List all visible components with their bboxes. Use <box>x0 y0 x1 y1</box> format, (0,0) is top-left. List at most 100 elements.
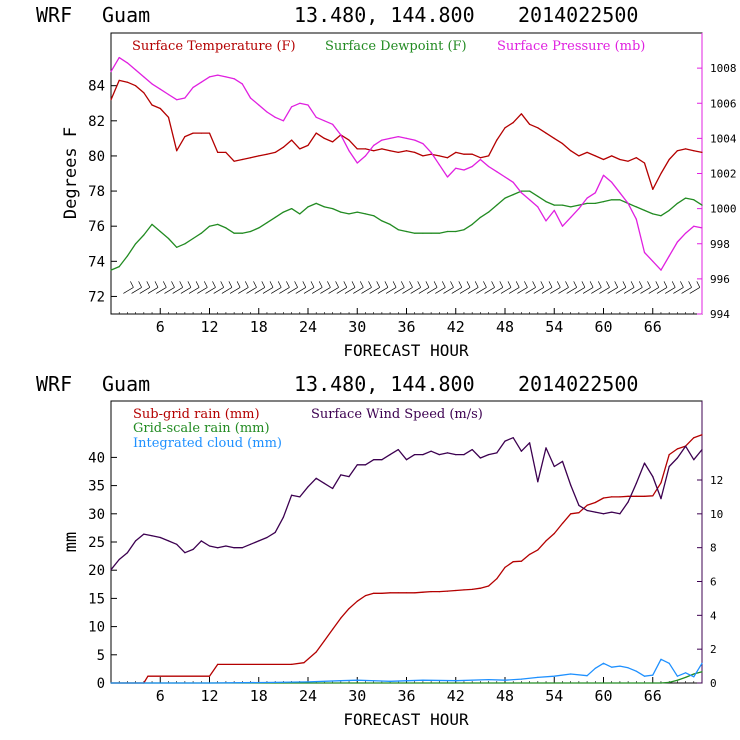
y-axis-ticks: 72 74 76 78 80 82 84 <box>88 79 117 305</box>
data-point-temperature <box>315 132 317 134</box>
data-point-pressure <box>389 137 391 139</box>
x-axis-ticks-2: 6 12 18 24 30 36 42 48 54 60 66 <box>118 677 695 705</box>
data-point-dewpoint <box>693 199 695 201</box>
data-point-pressure <box>184 97 186 99</box>
data-point-temperature <box>545 132 547 134</box>
data-point-subgrid-rain <box>471 588 473 591</box>
data-point-subgrid-rain <box>455 589 457 592</box>
wind-barb <box>656 281 668 294</box>
data-point-wind <box>529 442 531 444</box>
y-tick-label: 40 <box>88 450 105 466</box>
data-point-pressure <box>266 111 268 113</box>
data-point-wind <box>159 536 161 539</box>
data-point-temperature <box>143 92 145 94</box>
data-point-pressure <box>258 104 260 106</box>
data-point-dewpoint <box>323 206 325 208</box>
wind-barbs <box>123 281 701 294</box>
y-tick-label: 80 <box>88 149 105 165</box>
data-point-dewpoint <box>668 209 670 211</box>
data-point-dewpoint <box>217 223 219 225</box>
data-point-temperature <box>249 157 252 159</box>
data-point-dewpoint <box>611 199 613 201</box>
data-point-wind <box>430 450 432 452</box>
data-point-temperature <box>602 158 605 161</box>
wind-barb <box>443 281 454 294</box>
data-point-temperature <box>455 151 457 153</box>
data-point-cloud <box>586 675 588 677</box>
y2-tick-label: 1006 <box>710 97 737 110</box>
data-point-dewpoint <box>274 216 276 218</box>
data-point-temperature <box>348 139 350 141</box>
data-point-temperature <box>586 151 588 153</box>
legend-wind-speed: Surface Wind Speed (m/s) <box>311 407 483 422</box>
data-point-cloud <box>611 666 613 668</box>
legend-dewpoint: Surface Dewpoint (F) <box>325 39 467 54</box>
wind-barb <box>566 281 578 294</box>
data-point-subgrid-rain <box>405 592 408 594</box>
wind-barb <box>213 281 225 294</box>
x-tick-label: 30 <box>348 318 366 336</box>
wind-barb <box>238 281 249 294</box>
data-point-temperature <box>274 151 276 153</box>
data-point-dewpoint <box>126 255 128 257</box>
data-point-pressure <box>701 227 703 229</box>
data-point-cloud <box>685 672 687 674</box>
precip-wind-panel: WRF Guam 13.480, 144.800 2014022500 6 12 1… <box>36 372 723 729</box>
data-point-cloud <box>340 680 342 682</box>
data-point-cloud <box>668 662 670 664</box>
data-point-dewpoint <box>208 225 211 227</box>
data-point-dewpoint <box>159 230 161 233</box>
data-point-pressure <box>602 174 605 176</box>
data-point-pressure <box>274 116 276 118</box>
data-point-wind <box>619 513 621 515</box>
data-point-subgrid-rain <box>529 553 531 556</box>
data-point-temperature <box>299 148 301 150</box>
data-point-subgrid-rain <box>512 561 514 563</box>
data-point-temperature <box>266 153 268 155</box>
data-point-pressure <box>249 97 252 99</box>
series-line-wind <box>110 437 703 571</box>
data-point-cloud <box>652 674 654 676</box>
data-point-pressure <box>446 176 449 178</box>
wind-barb <box>385 281 397 294</box>
series-line-temperature <box>110 79 703 190</box>
legend-pressure: Surface Pressure (mb) <box>497 39 645 54</box>
data-point-cloud <box>619 665 621 667</box>
data-point-cloud <box>676 675 679 677</box>
data-point-pressure <box>340 134 342 136</box>
wind-barb <box>468 281 479 294</box>
data-point-temperature <box>159 107 161 110</box>
data-point-temperature <box>208 132 211 134</box>
data-point-subgrid-rain <box>586 504 588 506</box>
data-point-cloud <box>660 658 662 660</box>
data-point-temperature <box>463 153 465 155</box>
data-point-wind <box>217 547 219 549</box>
data-point-wind <box>348 476 350 478</box>
data-point-temperature <box>291 139 293 141</box>
data-point-pressure <box>143 76 145 78</box>
data-point-dewpoint <box>291 208 293 210</box>
wind-barb <box>599 281 610 294</box>
data-point-pressure <box>471 165 473 168</box>
data-point-pressure <box>529 199 531 201</box>
wind-barb <box>623 281 635 294</box>
data-point-temperature <box>381 148 383 150</box>
data-point-wind <box>200 540 202 542</box>
data-point-temperature <box>446 157 449 159</box>
data-point-wind <box>266 536 268 539</box>
data-point-wind <box>422 454 424 456</box>
x-axis-ticks: 6 12 18 24 30 36 42 48 54 60 66 <box>118 308 695 336</box>
data-point-pressure <box>233 78 235 80</box>
data-point-wind <box>397 449 399 451</box>
data-point-pressure <box>561 225 564 227</box>
data-point-wind <box>627 501 629 503</box>
data-point-temperature <box>619 158 621 161</box>
data-point-wind <box>143 533 145 535</box>
data-point-wind <box>192 548 194 551</box>
data-point-temperature <box>135 85 137 87</box>
wind-barb <box>541 281 553 294</box>
data-point-temperature <box>701 151 703 153</box>
data-point-subgrid-rain <box>611 496 613 498</box>
y2-tick-label: 8 <box>710 542 717 555</box>
data-point-cloud <box>553 675 555 677</box>
